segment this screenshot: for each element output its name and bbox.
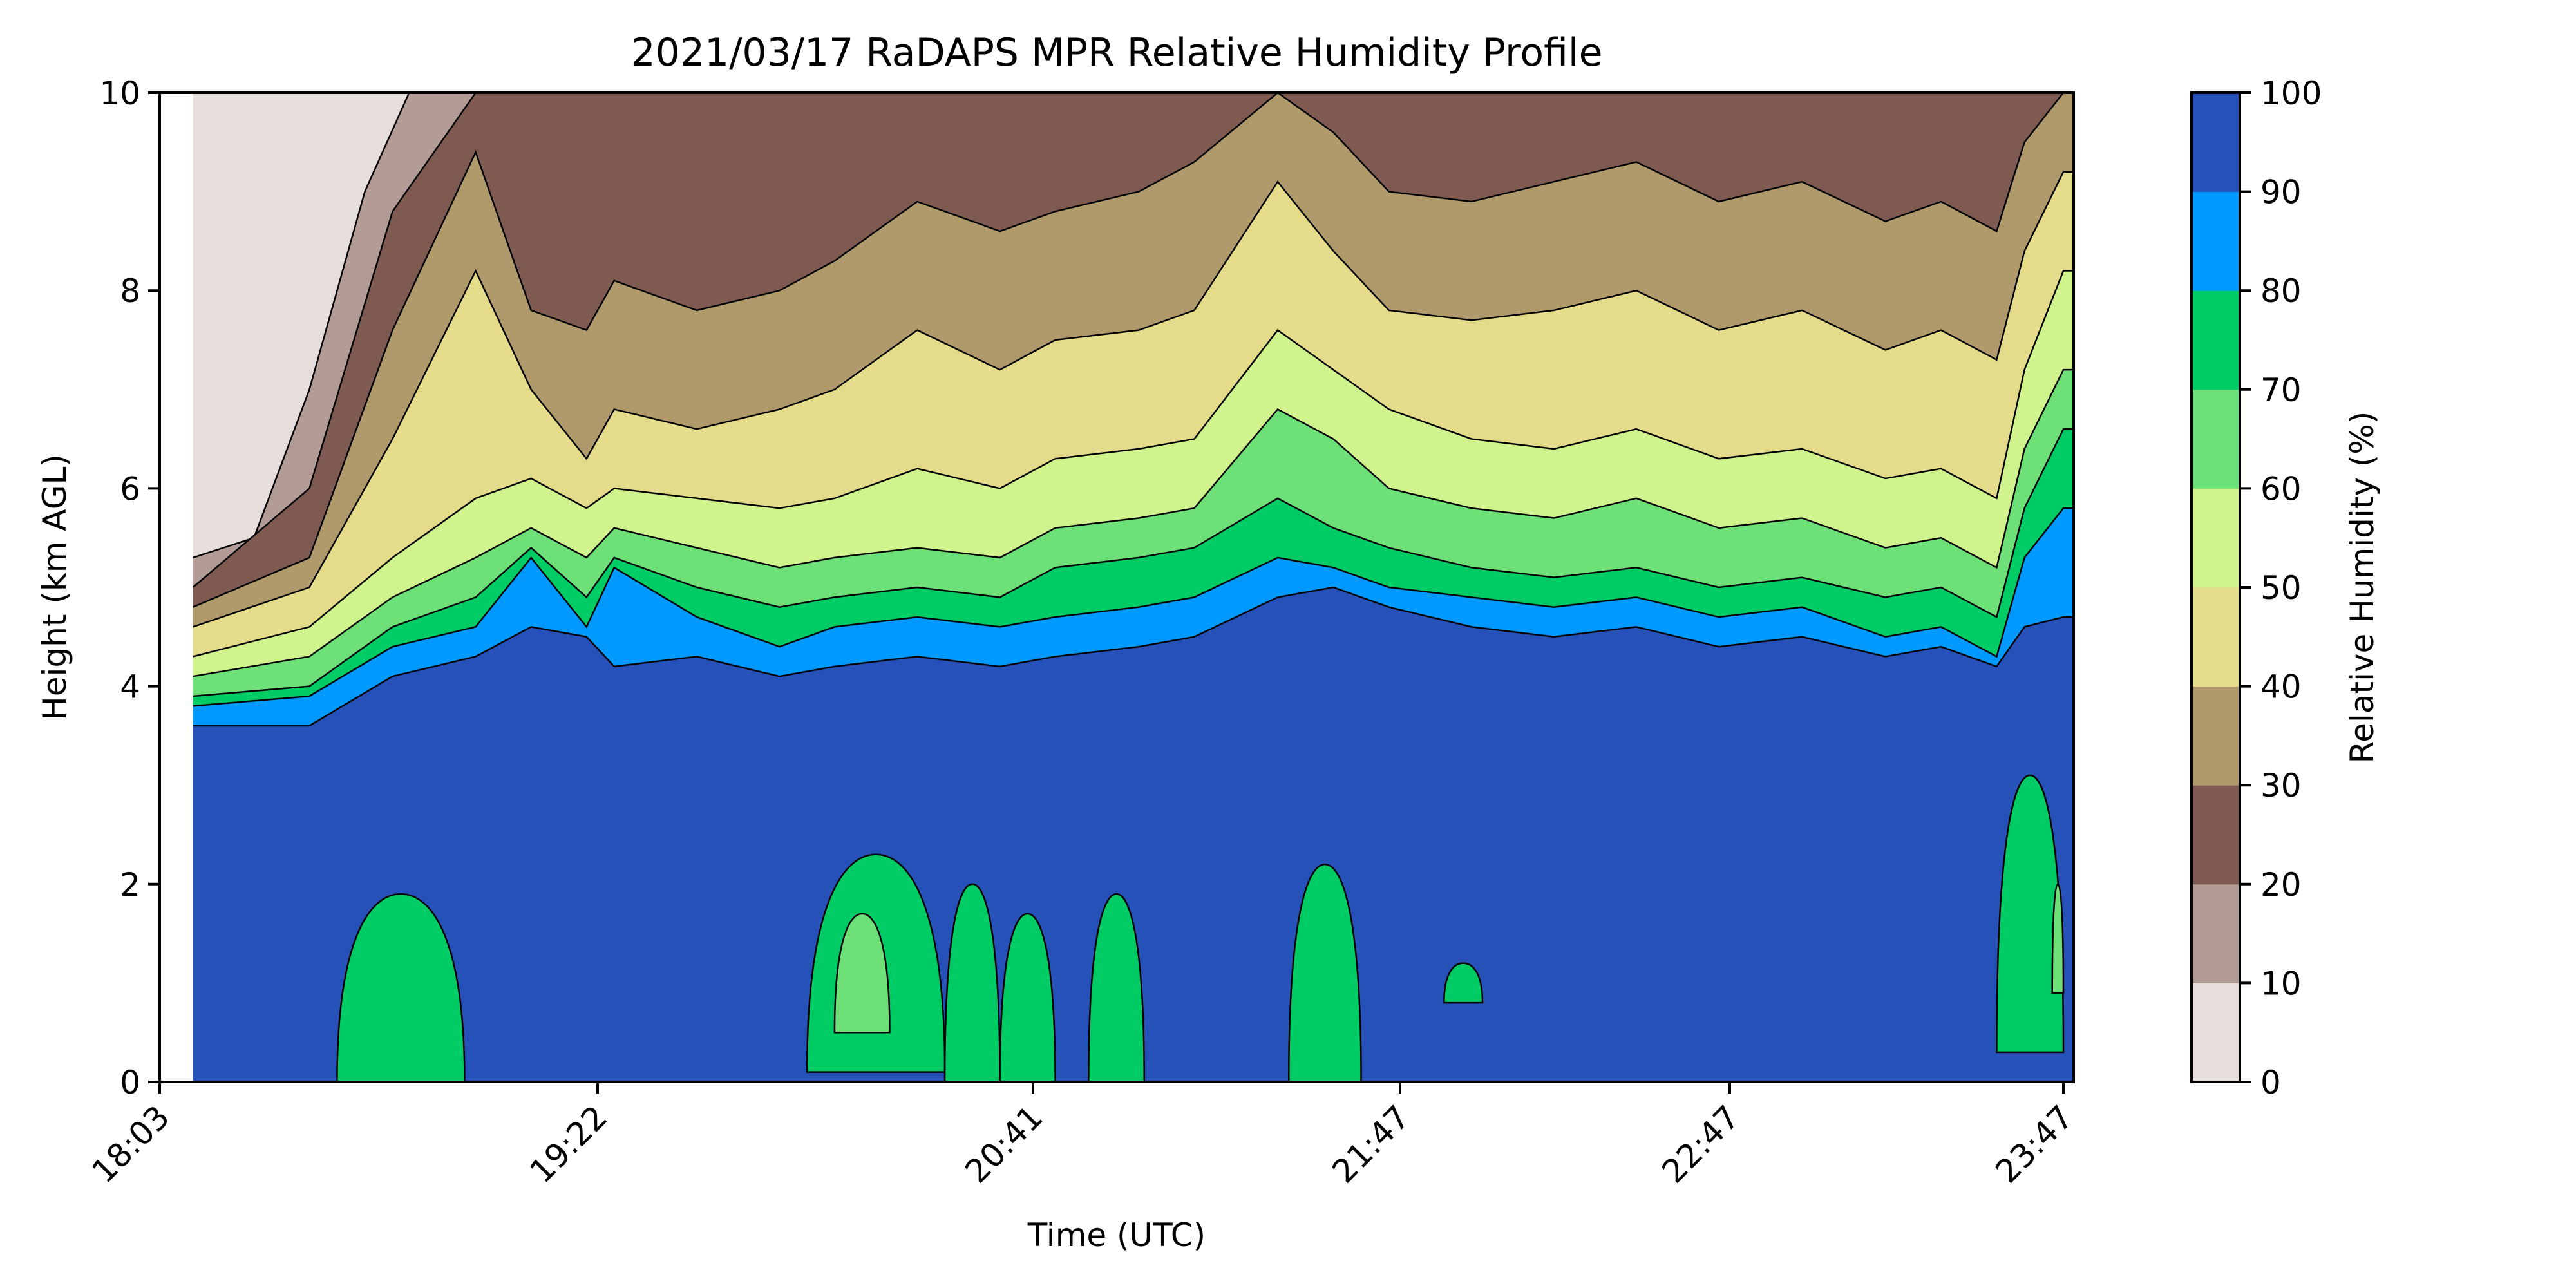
y-tick-label: 10	[99, 75, 140, 112]
contour-band-90-100	[193, 587, 2074, 1082]
x-tick-label: 20:41	[958, 1098, 1050, 1190]
colorbar-tick-label: 20	[2260, 866, 2302, 904]
x-axis-label: Time (UTC)	[1027, 1217, 1206, 1254]
contour-line-50	[193, 270, 2074, 658]
contour-pocket-3	[943, 883, 1001, 1082]
contour-pocket-6	[1288, 863, 1362, 1082]
contour-line-80	[193, 507, 2074, 707]
colorbar-label: Relative Humidity (%)	[2344, 412, 2381, 764]
colorbar-swatch-0-10	[2192, 983, 2240, 1083]
y-tick-label: 8	[120, 272, 140, 310]
y-axis-label: Height (km AGL)	[36, 454, 73, 721]
contour-pocket-0	[336, 893, 466, 1082]
chart-title: 2021/03/17 RaDAPS MPR Relative Humidity …	[631, 30, 1603, 75]
colorbar-tick-label: 70	[2260, 372, 2302, 409]
colorbar-swatch-20-30	[2192, 785, 2240, 885]
y-tick-label: 0	[120, 1064, 140, 1101]
contour-pocket-2	[833, 913, 891, 1034]
x-tick-label: 18:03	[85, 1098, 177, 1190]
colorbar-tick-label: 60	[2260, 470, 2302, 507]
x-axis: 18:03 19:22 20:41 21:47 22:47 23:47	[85, 1082, 2081, 1190]
y-tick-label: 2	[120, 866, 140, 904]
colorbar-swatch-60-70	[2192, 389, 2240, 489]
colorbar-swatch-70-80	[2192, 290, 2240, 390]
x-tick-label: 21:47	[1325, 1098, 1417, 1190]
contour-pocket-5	[1088, 893, 1145, 1082]
contour-pocket-4	[999, 913, 1056, 1082]
colorbar-tick-label: 90	[2260, 174, 2302, 211]
colorbar-swatch-50-60	[2192, 488, 2240, 588]
contour-pocket-7	[1443, 962, 1484, 1004]
contour-line-60	[193, 368, 2074, 677]
y-axis: 0 2 4 6 8 10	[99, 75, 160, 1101]
colorbar-tick-label: 0	[2260, 1064, 2281, 1101]
colorbar-tick-label: 50	[2260, 569, 2302, 607]
plot-area	[192, 93, 2074, 1082]
x-tick-label: 23:47	[1989, 1098, 2081, 1190]
plot-frame	[158, 91, 2075, 1083]
x-tick-label: 22:47	[1655, 1098, 1747, 1190]
contour-line-30	[193, 93, 2074, 608]
colorbar-swatch-10-20	[2192, 884, 2240, 983]
y-tick-label: 6	[120, 470, 140, 507]
contour-line-40	[193, 171, 2074, 628]
colorbar-tick-label: 30	[2260, 767, 2302, 804]
colorbar-tick-label: 10	[2260, 965, 2302, 1002]
contour-line-70	[193, 428, 2074, 697]
contour-pocket-9	[2051, 883, 2065, 994]
colorbar-swatch-30-40	[2192, 686, 2240, 786]
colorbar-tick-label: 80	[2260, 272, 2302, 310]
colorbar: 0 10 20 30 40 50 60 70 80 90 100	[2190, 75, 2322, 1101]
colorbar-swatch-40-50	[2192, 587, 2240, 687]
colorbar-swatch-80-90	[2192, 191, 2240, 291]
colorbar-tick-label: 40	[2260, 668, 2302, 706]
x-tick-label: 19:22	[523, 1098, 615, 1190]
colorbar-swatch-90-100	[2192, 93, 2240, 193]
contour-line-90	[193, 586, 2074, 727]
colorbar-tick-label: 100	[2260, 75, 2322, 112]
y-tick-label: 4	[120, 668, 140, 706]
